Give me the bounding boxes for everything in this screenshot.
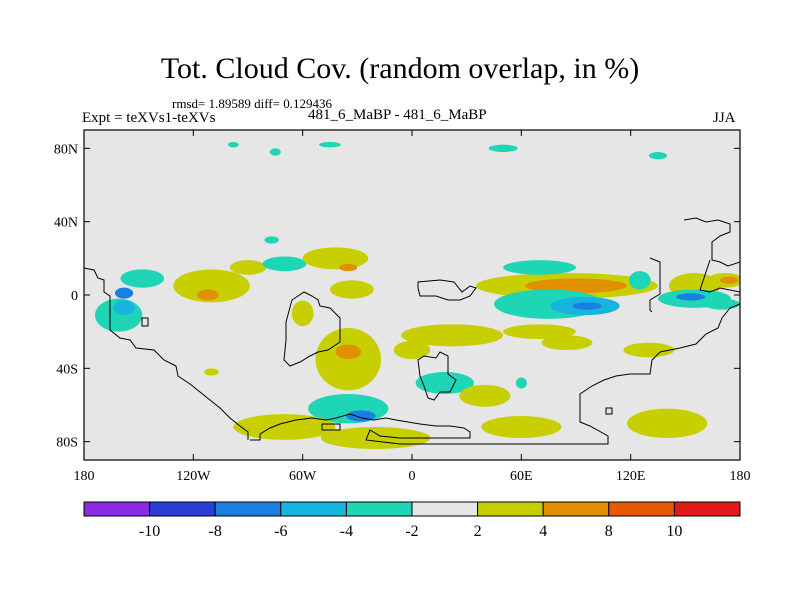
anomaly-region-27: [623, 342, 675, 358]
anomaly-region-3: [113, 300, 136, 316]
experiment-label: Expt = teXVs1-teXVs: [82, 110, 216, 126]
anomaly-region-4: [173, 269, 250, 303]
rmsd-diff-stats: rmsd= 1.89589 diff= 0.129436: [172, 96, 332, 111]
x-tick-label-6: 180: [730, 469, 751, 484]
anomaly-region-33: [503, 260, 576, 275]
colorbar-label-4: -2: [405, 523, 418, 540]
chart-title: Tot. Cloud Cov. (random overlap, in %): [160, 52, 640, 85]
anomaly-region-1: [114, 287, 134, 299]
anomaly-region-36: [676, 293, 706, 301]
colorbar-swatch-4: [345, 501, 413, 517]
anomaly-region-19: [415, 372, 474, 394]
colorbar-swatch-5: [411, 501, 479, 517]
anomaly-region-8: [264, 236, 279, 244]
anomaly-region-12: [330, 280, 374, 299]
x-tick-label-2: 60W: [289, 469, 317, 484]
coastline-island-small-c: [605, 407, 613, 415]
anomaly-region-47: [515, 377, 527, 389]
colorbar-swatch-6: [477, 501, 544, 517]
anomaly-region-32: [572, 302, 602, 310]
anomaly-region-13: [315, 328, 382, 391]
colorbar-swatch-3: [280, 501, 347, 517]
coastline-island-small-b: [321, 423, 341, 431]
colorbar-swatch-1: [149, 501, 216, 517]
anomaly-region-46: [204, 368, 219, 376]
coastline-africa-south: [417, 351, 457, 401]
anomaly-region-9: [291, 300, 314, 327]
anomaly-region-43: [319, 141, 341, 148]
anomaly-region-42: [227, 141, 239, 148]
colorbar-label-6: 4: [539, 523, 547, 540]
coastline-south-america: [84, 267, 249, 440]
anomaly-region-18: [401, 324, 504, 347]
colorbar-swatch-7: [542, 501, 610, 517]
coastline-australia-asia: [649, 257, 661, 313]
coastline-south-america-east: [283, 291, 341, 367]
y-tick-label-1: 40N: [54, 216, 78, 231]
y-tick-label-0: 80N: [54, 142, 78, 157]
colorbar-label-0: -10: [139, 523, 160, 540]
coastline-antarctica: [250, 303, 740, 445]
anomaly-region-26: [541, 335, 593, 350]
x-tick-label-5: 120E: [616, 469, 646, 484]
anomaly-region-14: [335, 344, 361, 360]
run-subtitle: 481_6_MaBP - 481_6_MaBP: [308, 107, 487, 123]
colorbar-label-1: -8: [209, 523, 222, 540]
anomaly-region-45: [648, 152, 668, 160]
y-tick-label-3: 40S: [56, 362, 78, 377]
colorbar-swatch-0: [83, 501, 151, 517]
coastline-island-small-a: [141, 317, 149, 327]
colorbar-label-7: 8: [605, 523, 613, 540]
y-tick-label-2: 0: [71, 289, 78, 304]
anomaly-region-5: [196, 289, 219, 301]
x-tick-label-0: 180: [74, 469, 95, 484]
anomaly-region-40: [628, 271, 651, 290]
anomaly-region-15: [393, 340, 431, 360]
season-label: JJA: [713, 110, 736, 126]
colorbar-label-2: -6: [274, 523, 287, 540]
anomaly-region-38: [719, 276, 739, 285]
anomaly-region-29: [524, 278, 628, 294]
colorbar-label-8: 10: [666, 523, 682, 540]
axis-ticks: 180 120W 60W 0 60E 120E 180 80N 40N 0 40S 80S: [54, 130, 751, 484]
anomaly-region-21: [233, 414, 336, 440]
anomaly-region-10: [302, 247, 369, 270]
anomaly-region-25: [503, 324, 576, 339]
x-tick-label-1: 120W: [176, 469, 211, 484]
anomaly-field: [94, 141, 740, 449]
y-tick-label-4: 80S: [56, 436, 78, 451]
coastline-africa: [417, 279, 477, 301]
coastline-pacific-islands: [683, 217, 740, 293]
colorbar-label-3: -4: [340, 523, 353, 540]
colorbar-label-5: 2: [474, 523, 482, 540]
anomaly-region-0: [120, 269, 165, 288]
anomaly-region-41: [269, 148, 281, 156]
anomaly-region-6: [229, 260, 267, 275]
anomaly-region-7: [262, 256, 307, 272]
coastlines: [84, 217, 740, 445]
anomaly-region-24: [627, 408, 708, 439]
x-tick-label-3: 0: [409, 469, 416, 484]
colorbar-swatch-2: [214, 501, 282, 517]
anomaly-region-11: [339, 263, 358, 272]
colorbar-swatch-9: [673, 501, 741, 517]
anomaly-region-20: [459, 384, 511, 407]
anomaly-region-44: [488, 144, 518, 152]
anomaly-region-23: [481, 416, 562, 438]
colorbar: -10 -8 -6 -4 -2 2 4 8 10: [83, 501, 741, 540]
colorbar-swatch-8: [608, 501, 675, 517]
anomaly-region-39: [703, 298, 740, 310]
x-tick-label-4: 60E: [510, 469, 533, 484]
